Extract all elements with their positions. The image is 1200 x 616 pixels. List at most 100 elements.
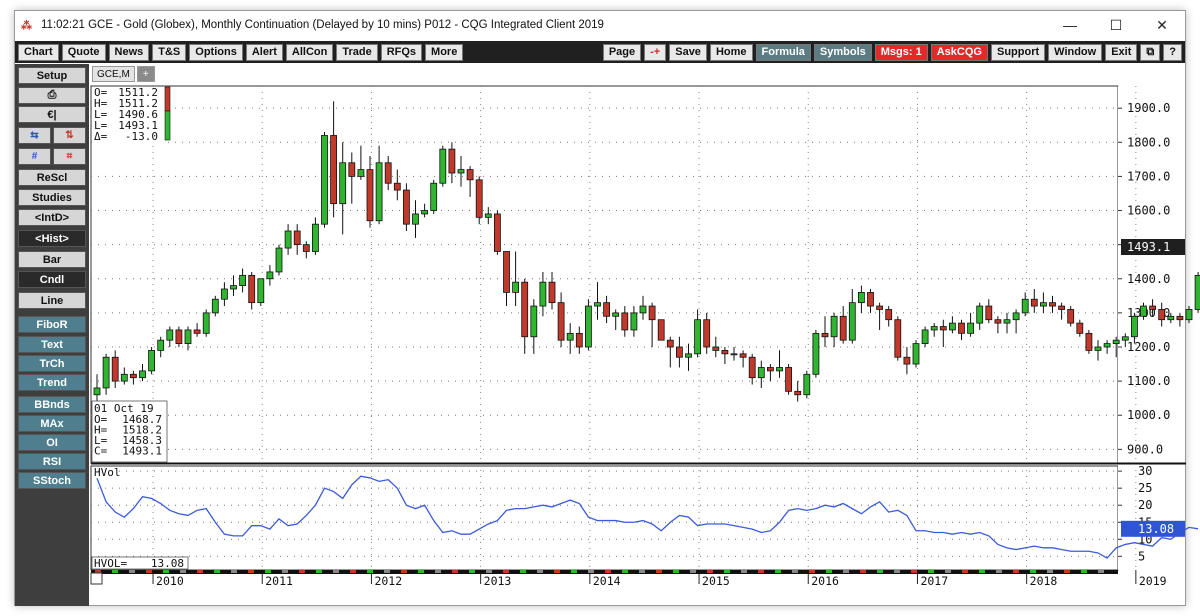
menu-chart-button[interactable]: Chart bbox=[18, 43, 59, 61]
candle bbox=[211, 295, 219, 317]
setup-button[interactable]: Setup bbox=[18, 67, 86, 84]
menu-quote-button[interactable]: Quote bbox=[61, 43, 106, 61]
scroll-box bbox=[90, 572, 103, 585]
time-axis-segment bbox=[792, 570, 798, 573]
candle bbox=[493, 210, 501, 255]
grid-alt-icon[interactable]: ⌗ bbox=[53, 148, 86, 165]
toolbar-home-button[interactable]: Home bbox=[709, 43, 753, 61]
menu-alert-button[interactable]: Alert bbox=[245, 43, 283, 61]
sidebar-trch-button[interactable]: TrCh bbox=[18, 355, 86, 372]
add-tab-button[interactable]: + bbox=[136, 66, 155, 82]
menu-rfqs-button[interactable]: RFQs bbox=[380, 43, 423, 61]
candle-body bbox=[821, 332, 829, 338]
menu-trade-button[interactable]: Trade bbox=[336, 43, 378, 61]
candle bbox=[466, 166, 474, 197]
price-tick-label: 1700.0 bbox=[1127, 169, 1170, 183]
toolbar-formula-button[interactable]: Formula bbox=[755, 43, 811, 61]
swap-vertical-icon[interactable]: ⇅ bbox=[53, 127, 86, 144]
toolbar-item12-button[interactable]: ? bbox=[1163, 43, 1182, 61]
candle-body bbox=[1103, 343, 1111, 348]
candle-body bbox=[512, 281, 519, 293]
sidebar-hist-button[interactable]: <Hist> bbox=[18, 230, 86, 247]
swap-horizontal-icon[interactable]: ⇆ bbox=[18, 127, 51, 144]
candle-body bbox=[949, 322, 956, 331]
cursor-value: 1458.3 bbox=[122, 434, 162, 447]
time-axis-segment bbox=[214, 570, 220, 573]
candle bbox=[1103, 340, 1111, 354]
sidebar-cndl-button[interactable]: Cndl bbox=[18, 271, 86, 288]
price-tick-label: 1200.0 bbox=[1127, 340, 1170, 354]
menu-more-button[interactable]: More bbox=[425, 43, 464, 61]
cursor-readout-bg bbox=[91, 400, 168, 463]
candle bbox=[348, 152, 356, 204]
toolbar-item11-button[interactable]: ⧉ bbox=[1140, 43, 1161, 61]
candle-body bbox=[475, 179, 483, 218]
print-icon[interactable]: ⎙ bbox=[18, 87, 86, 104]
cursor-date: 01 Oct 19 bbox=[94, 402, 154, 415]
sidebar-trend-button[interactable]: Trend bbox=[18, 374, 86, 391]
candle-body bbox=[311, 223, 319, 252]
toolbar-support-button[interactable]: Support bbox=[990, 43, 1046, 61]
candle-body bbox=[912, 343, 920, 365]
sidebar-text-button[interactable]: Text bbox=[18, 336, 86, 353]
toolbar-exit-button[interactable]: Exit bbox=[1105, 43, 1138, 61]
candle-body bbox=[830, 315, 838, 338]
tab-gce-monthly[interactable]: GCE,M bbox=[92, 66, 135, 82]
candle bbox=[949, 316, 956, 334]
toolbar-item1-button[interactable]: -+ bbox=[644, 43, 667, 61]
toolbar-askcqg-button[interactable]: AskCQG bbox=[930, 43, 988, 61]
candle-body bbox=[676, 346, 683, 358]
candle-body bbox=[1049, 302, 1056, 307]
candle bbox=[894, 316, 902, 361]
time-axis-segment bbox=[911, 570, 917, 573]
candle-body bbox=[321, 135, 328, 225]
sidebar-studies-button[interactable]: Studies bbox=[18, 189, 86, 206]
sidebar-bbnds-button[interactable]: BBnds bbox=[18, 396, 86, 413]
time-axis-segment bbox=[231, 570, 237, 573]
candle bbox=[1040, 292, 1047, 313]
toolbar-symbols-button[interactable]: Symbols bbox=[813, 43, 872, 61]
time-axis-segment bbox=[520, 570, 526, 573]
ohlc-key: L= bbox=[94, 108, 108, 121]
toolbar-save-button[interactable]: Save bbox=[669, 43, 707, 61]
sidebar-rsi-button[interactable]: RSI bbox=[18, 453, 86, 470]
sidebar-line-button[interactable]: Line bbox=[18, 292, 86, 309]
currency-icon[interactable]: €| bbox=[18, 106, 86, 123]
menu-allcon-button[interactable]: AllCon bbox=[285, 43, 334, 61]
candle-body bbox=[302, 244, 310, 252]
sidebar-fibor-button[interactable]: FiboR bbox=[18, 316, 86, 333]
grid-icon[interactable]: # bbox=[18, 148, 51, 165]
sidebar-sstoch-button[interactable]: SStoch bbox=[18, 472, 86, 489]
candle-body bbox=[466, 169, 474, 181]
menu-options-button[interactable]: Options bbox=[189, 43, 243, 61]
candle bbox=[594, 282, 601, 320]
candle bbox=[366, 155, 374, 228]
minimize-button[interactable]: — bbox=[1063, 17, 1077, 33]
time-axis-segment bbox=[146, 570, 152, 573]
window-title: 11:02:21 GCE - Gold (Globex), Monthly Co… bbox=[41, 19, 604, 31]
sidebar-intd-button[interactable]: <IntD> bbox=[18, 209, 86, 226]
candle bbox=[939, 319, 947, 347]
close-button[interactable]: ✕ bbox=[1156, 16, 1168, 33]
menu-news-button[interactable]: News bbox=[108, 43, 150, 61]
toolbar-window-button[interactable]: Window bbox=[1048, 43, 1103, 61]
readout-candle-body-bottom bbox=[164, 110, 171, 141]
candle bbox=[166, 326, 174, 347]
sidebar-rescl-button[interactable]: ReScl bbox=[18, 169, 86, 186]
time-axis-segment bbox=[945, 570, 951, 573]
price-tick-label: 1800.0 bbox=[1127, 135, 1170, 149]
sidebar-bar-button[interactable]: Bar bbox=[18, 251, 86, 268]
menu-ts-button[interactable]: T&S bbox=[152, 43, 187, 61]
candle-body bbox=[1003, 319, 1011, 324]
candle-body bbox=[621, 312, 629, 331]
sidebar-oi-button[interactable]: OI bbox=[18, 434, 86, 451]
candle bbox=[1049, 295, 1056, 313]
time-axis-segment bbox=[248, 570, 254, 573]
candle-body bbox=[1167, 315, 1175, 321]
candle bbox=[585, 299, 592, 351]
sidebar-max-button[interactable]: MAx bbox=[18, 415, 86, 432]
toolbar-page-button[interactable]: Page bbox=[602, 43, 642, 61]
maximize-button[interactable]: ☐ bbox=[1109, 16, 1123, 33]
candle-body bbox=[566, 332, 574, 341]
toolbar-msgs1-button[interactable]: Msgs: 1 bbox=[874, 43, 928, 61]
